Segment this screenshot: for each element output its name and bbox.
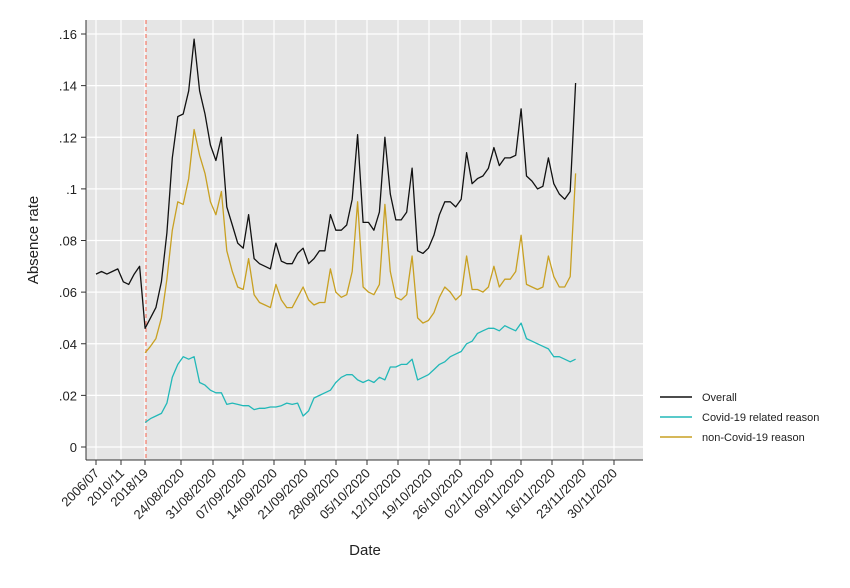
y-tick-label: 0: [70, 440, 77, 455]
legend-label: non-Covid-19 reason: [702, 432, 805, 444]
x-axis: 2006/072010/112018/1924/08/202031/08/202…: [58, 459, 643, 522]
y-tick-label: .06: [59, 285, 77, 300]
series-line-overall: [95, 38, 577, 329]
y-tick-label: .04: [59, 337, 77, 352]
series-line-covid-19-related-reason: [144, 322, 576, 424]
y-axis: 0 .02 .04 .06 .08 .1 .12 .14 .16: [59, 20, 87, 460]
series-line-non-covid-19-reason: [144, 128, 577, 354]
legend-label: Covid-19 related reason: [702, 412, 819, 424]
y-tick-label: .02: [59, 388, 77, 403]
y-axis-title: Absence rate: [25, 196, 42, 284]
grid-lines: [86, 20, 643, 460]
legend: Overall Covid-19 related reason non-Covid-…: [660, 392, 819, 444]
series-lines: [95, 38, 577, 424]
y-tick-label: .1: [66, 182, 77, 197]
legend-label: Overall: [702, 392, 737, 404]
y-tick-label: .14: [59, 79, 77, 94]
x-axis-title: Date: [349, 542, 381, 559]
y-tick-label: .12: [59, 130, 77, 145]
y-tick-label: .08: [59, 234, 77, 249]
y-tick-label: .16: [59, 27, 77, 42]
